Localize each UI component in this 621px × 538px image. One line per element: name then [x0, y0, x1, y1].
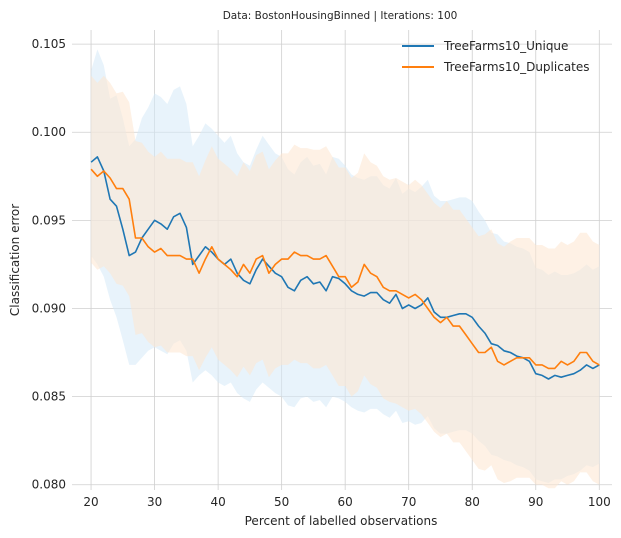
x-tick-label: 80: [465, 495, 480, 509]
y-tick-label: 0.090: [32, 301, 66, 315]
x-tick-label: 70: [401, 495, 416, 509]
series-lines: [90, 156, 600, 380]
legend-label-duplicates: TreeFarms10_Duplicates: [443, 60, 590, 74]
x-tick-label: 100: [588, 495, 611, 509]
y-tick-label: 0.105: [32, 37, 66, 51]
legend: TreeFarms10_Unique TreeFarms10_Duplicate…: [402, 39, 590, 74]
y-tick-label: 0.080: [32, 478, 66, 492]
legend-label-unique: TreeFarms10_Unique: [443, 39, 568, 53]
chart-title: Data: BostonHousingBinned | Iterations: …: [223, 10, 458, 22]
x-tick-label: 40: [210, 495, 225, 509]
x-tick-label: 30: [147, 495, 162, 509]
band-duplicates: [91, 75, 600, 489]
y-tick-label: 0.095: [32, 213, 66, 227]
tick-labels: 20 30 40 50 60 70 80 90 100 0.080 0.085 0.090 0.095 0…: [32, 37, 611, 509]
x-axis-label: Percent of labelled observations: [245, 514, 438, 528]
series-line-duplicates: [90, 168, 600, 370]
series-line-unique: [90, 156, 600, 380]
x-tick-label: 60: [338, 495, 353, 509]
confidence-bands: [91, 49, 600, 489]
x-tick-label: 90: [528, 495, 543, 509]
x-tick-label: 50: [274, 495, 289, 509]
x-tick-label: 20: [83, 495, 98, 509]
y-axis-label: Classification error: [8, 204, 22, 316]
y-tick-label: 0.085: [32, 390, 66, 404]
y-tick-label: 0.100: [32, 125, 66, 139]
